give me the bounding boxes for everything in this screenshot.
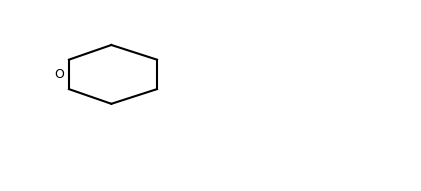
Text: O: O (54, 68, 64, 81)
